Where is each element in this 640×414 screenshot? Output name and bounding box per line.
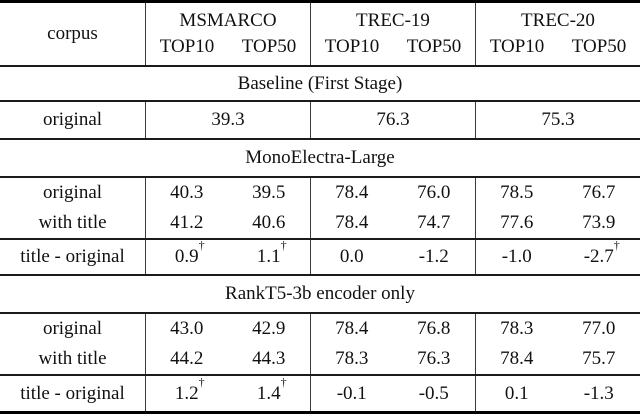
group-title-trec19: TREC-19: [356, 10, 430, 31]
cell-value: 76.3: [417, 348, 451, 369]
column-group-msmarco: MSMARCO TOP10 TOP50: [145, 3, 310, 65]
cell-value: 39.5: [252, 182, 286, 203]
delta-value: -0.1: [336, 382, 367, 404]
cell-value: -1.3: [558, 376, 640, 411]
cell-value: 78.5: [475, 178, 558, 208]
cell-value: 0.0: [310, 240, 393, 274]
column-header-top10: TOP10: [489, 36, 545, 57]
cell-value: 73.9: [582, 212, 616, 233]
section-title-monoelectra: MonoElectra-Large: [245, 147, 395, 168]
cell-value: 39.3: [145, 102, 310, 138]
cell-value: 43.0: [145, 314, 228, 344]
dagger-superscript: †: [198, 374, 205, 389]
cell-value: -2.7 †: [558, 238, 640, 274]
column-header-top10: TOP10: [324, 36, 380, 57]
cell-value: 41.2: [145, 208, 228, 238]
dagger-superscript: †: [198, 238, 205, 252]
cell-value: 78.4: [310, 314, 393, 344]
table-row-baseline-original: original 39.3 76.3 75.3: [0, 102, 640, 138]
divider: [0, 238, 640, 240]
delta-value: 0.1: [504, 382, 529, 404]
delta-value: 1.4: [256, 382, 281, 404]
row-label: original: [42, 182, 103, 203]
column-header-top10: TOP10: [159, 36, 215, 57]
divider: [0, 312, 640, 314]
cell-value: 0.9 †: [145, 238, 228, 274]
column-header-top50: TOP50: [406, 36, 462, 57]
column-group-trec19: TREC-19 TOP10 TOP50: [310, 3, 475, 65]
row-label: title - original: [20, 246, 125, 267]
top-rule: [0, 0, 640, 3]
cell-value: 76.0: [417, 182, 451, 203]
divider: [0, 100, 640, 102]
row-label: title - original: [20, 382, 125, 404]
cell-value: 42.9: [252, 318, 286, 339]
cell-value: 44.3: [252, 348, 286, 369]
cell-value: 44.2: [145, 344, 228, 374]
row-label: original: [42, 109, 103, 130]
cell-value: 76.7: [582, 182, 616, 203]
cell-value: 40.6: [252, 212, 286, 233]
divider: [0, 274, 640, 276]
delta-value: -1.3: [583, 382, 614, 404]
cell-value: -1.2: [393, 240, 476, 274]
column-header-top50: TOP50: [571, 36, 627, 57]
corpus-column-header: corpus: [47, 23, 98, 44]
cell-value: 76.8: [417, 318, 451, 339]
cell-value: 1.4 †: [228, 376, 311, 411]
section-title-baseline: Baseline (First Stage): [237, 72, 403, 94]
cell-value: 1.2 †: [145, 376, 228, 411]
table-row-rankt5-delta: title - original 1.2 † 1.4 † -0.1 -0.5 0.1…: [0, 376, 640, 411]
row-label: original: [42, 318, 103, 339]
cell-value: 78.3: [475, 314, 558, 344]
cell-value: 74.7: [417, 212, 451, 233]
cell-value: 1.1 †: [228, 238, 311, 274]
divider: [0, 138, 640, 140]
delta-value: -1.0: [501, 246, 532, 267]
cell-value: 0.1: [475, 376, 558, 411]
table-row-rankt5-original: original 43.0 42.9 78.4 76.8 78.3 77.0: [0, 314, 640, 344]
cell-value: 78.4: [475, 344, 558, 374]
delta-value: -1.2: [418, 246, 449, 267]
dagger-superscript: †: [280, 238, 287, 252]
delta-value: 0.9: [174, 246, 199, 267]
table-row-mono-original: original 40.3 39.5 78.4 76.0 78.5 76.7: [0, 178, 640, 208]
divider: [0, 176, 640, 178]
table-row-mono-with-title: with title 41.2 40.6 78.4 74.7 77.6 73.9: [0, 208, 640, 238]
delta-value: -2.7: [583, 246, 614, 267]
row-label: with title: [38, 212, 107, 233]
delta-value: 0.0: [339, 246, 364, 267]
table-row-mono-delta: title - original 0.9 † 1.1 † 0.0 -1.2 -1.0…: [0, 238, 640, 274]
group-title-trec20: TREC-20: [521, 10, 595, 31]
group-title-msmarco: MSMARCO: [179, 10, 277, 31]
divider: [0, 65, 640, 67]
column-header-top50: TOP50: [241, 36, 297, 57]
cell-value: -0.1: [310, 376, 393, 411]
column-group-trec20: TREC-20 TOP10 TOP50: [475, 3, 640, 65]
cell-value: 77.0: [582, 318, 616, 339]
dagger-superscript: †: [613, 238, 620, 252]
row-label: with title: [38, 348, 107, 369]
cell-value: 78.4: [310, 178, 393, 208]
cell-value: 75.7: [582, 348, 616, 369]
cell-value: -1.0: [475, 240, 558, 274]
table-header-row: corpus MSMARCO TOP10 TOP50 TREC-19 TOP10…: [0, 3, 640, 65]
table-row-rankt5-with-title: with title 44.2 44.3 78.3 76.3 78.4 75.7: [0, 344, 640, 374]
cell-value: 78.4: [310, 208, 393, 238]
dagger-superscript: †: [280, 374, 287, 389]
cell-value: 77.6: [475, 208, 558, 238]
delta-value: 1.2: [174, 382, 199, 404]
cell-value: 78.3: [310, 344, 393, 374]
delta-value: 1.1: [256, 246, 281, 267]
bottom-rule: [0, 411, 640, 414]
delta-value: -0.5: [418, 382, 449, 404]
section-title-rankt5: RankT5-3b encoder only: [225, 283, 415, 304]
cell-value: 40.3: [145, 178, 228, 208]
cell-value: 76.3: [310, 102, 475, 138]
divider: [0, 374, 640, 376]
cell-value: -0.5: [393, 376, 476, 411]
cell-value: 75.3: [475, 102, 640, 138]
